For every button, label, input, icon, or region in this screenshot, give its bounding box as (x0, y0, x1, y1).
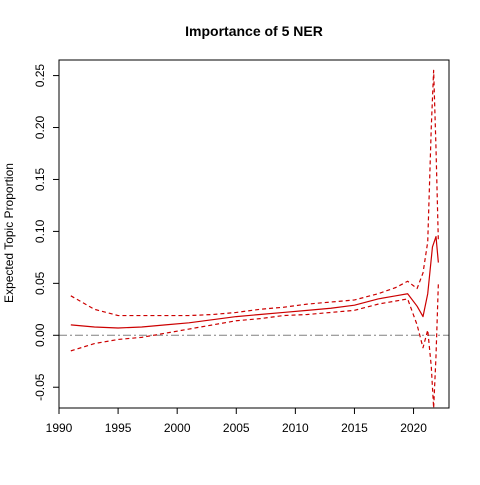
x-axis: 1990 1995 2000 2005 2010 2015 2020 (46, 408, 427, 435)
plot-area (59, 69, 449, 409)
y-tick-label: 0.05 (33, 271, 47, 295)
y-tick-label: 0.20 (33, 116, 47, 140)
chart-title: Importance of 5 NER (185, 23, 323, 39)
y-tick-label: -0.05 (33, 373, 47, 401)
y-tick-label: 0.10 (33, 219, 47, 243)
x-tick-label: 2005 (223, 421, 250, 435)
x-tick-label: 2015 (341, 421, 368, 435)
y-tick-label: 0.15 (33, 167, 47, 191)
x-tick-label: 1995 (105, 421, 132, 435)
y-tick-label: 0.25 (33, 64, 47, 88)
y-axis-label: Expected Topic Proportion (2, 163, 16, 303)
series-line-estimate (70, 236, 439, 329)
y-axis: -0.05 0.00 0.05 0.10 0.15 0.20 0.25 (33, 64, 59, 401)
x-tick-label: 1990 (46, 421, 73, 435)
y-tick-label: 0.00 (33, 323, 47, 347)
series-line-lower-bound (70, 283, 439, 409)
x-tick-label: 2010 (282, 421, 309, 435)
x-tick-label: 2000 (164, 421, 191, 435)
plot-frame (58, 59, 450, 409)
series-line-upper-bound (70, 69, 439, 317)
x-tick-label: 2020 (400, 421, 427, 435)
